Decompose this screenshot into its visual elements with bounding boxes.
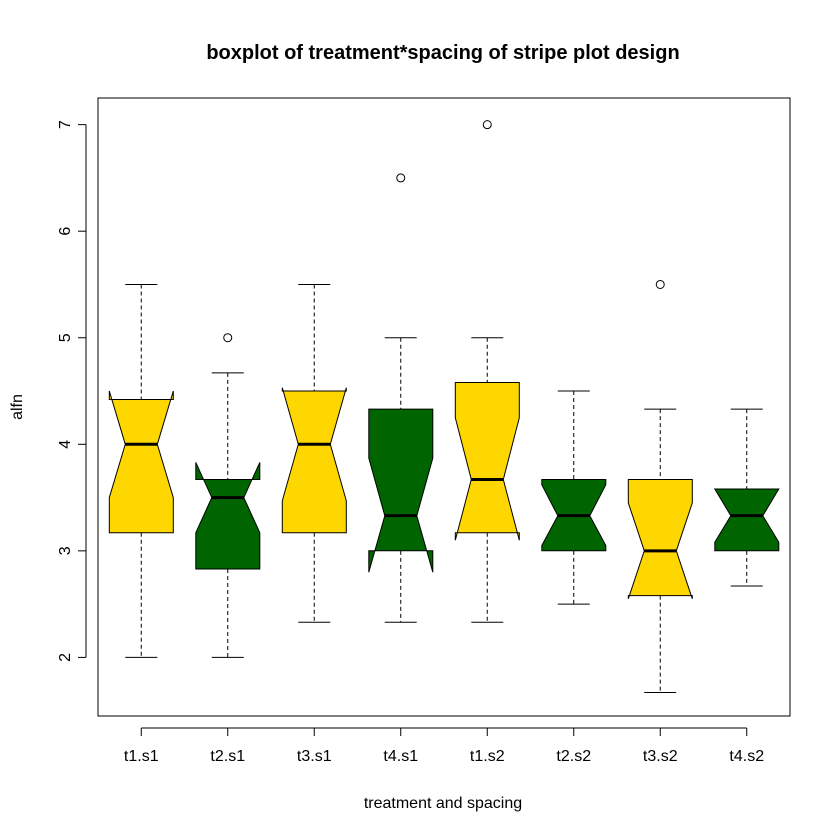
y-tick-label: 6 [57,227,74,236]
x-tick-label: t2.s2 [556,748,591,765]
notched-box [627,479,693,599]
x-tick-label: t4.s1 [383,748,418,765]
y-tick-label: 5 [57,333,74,342]
outlier-point [396,173,406,183]
y-tick-label: 2 [57,653,74,662]
box-t1.s2 [454,120,520,623]
notched-box [108,390,174,534]
notched-box [195,462,261,570]
plot-marks: 2 3 4 5 6 7 t1.s1 t2.s1 t3.s1 t4.s1 t1.s2 t2.s2 t3.s… [57,120,780,765]
x-tick-label: t3.s2 [643,748,678,765]
y-tick-label: 3 [57,546,74,555]
plot-frame [97,97,791,717]
y-axis-label: alfn [9,394,26,420]
box-t1.s1 [108,283,174,658]
notched-box [713,488,780,552]
x-axis-label: treatment and spacing [364,795,522,812]
y-tick-label: 4 [57,440,74,449]
box-t2.s2 [541,390,607,605]
box-t4.s2 [713,408,780,587]
chart-title: boxplot of treatment*spacing of stripe p… [206,42,679,64]
box-t2.s1 [195,333,261,658]
x-tick-label: t3.s1 [297,748,332,765]
box-t3.s1 [281,283,347,623]
x-tick-label: t2.s1 [210,748,245,765]
notched-box [368,408,434,573]
outlier-point [482,120,492,130]
x-tick-label: t1.s1 [124,748,159,765]
box-t3.s2 [627,279,693,694]
outlier-point [223,333,233,343]
x-tick-label: t4.s2 [729,748,764,765]
box-t4.s1 [368,173,434,623]
x-tick-label: t1.s2 [470,748,505,765]
y-tick-label: 7 [57,120,74,129]
notched-box [454,382,520,541]
outlier-point [655,279,665,289]
notched-box [281,387,347,534]
